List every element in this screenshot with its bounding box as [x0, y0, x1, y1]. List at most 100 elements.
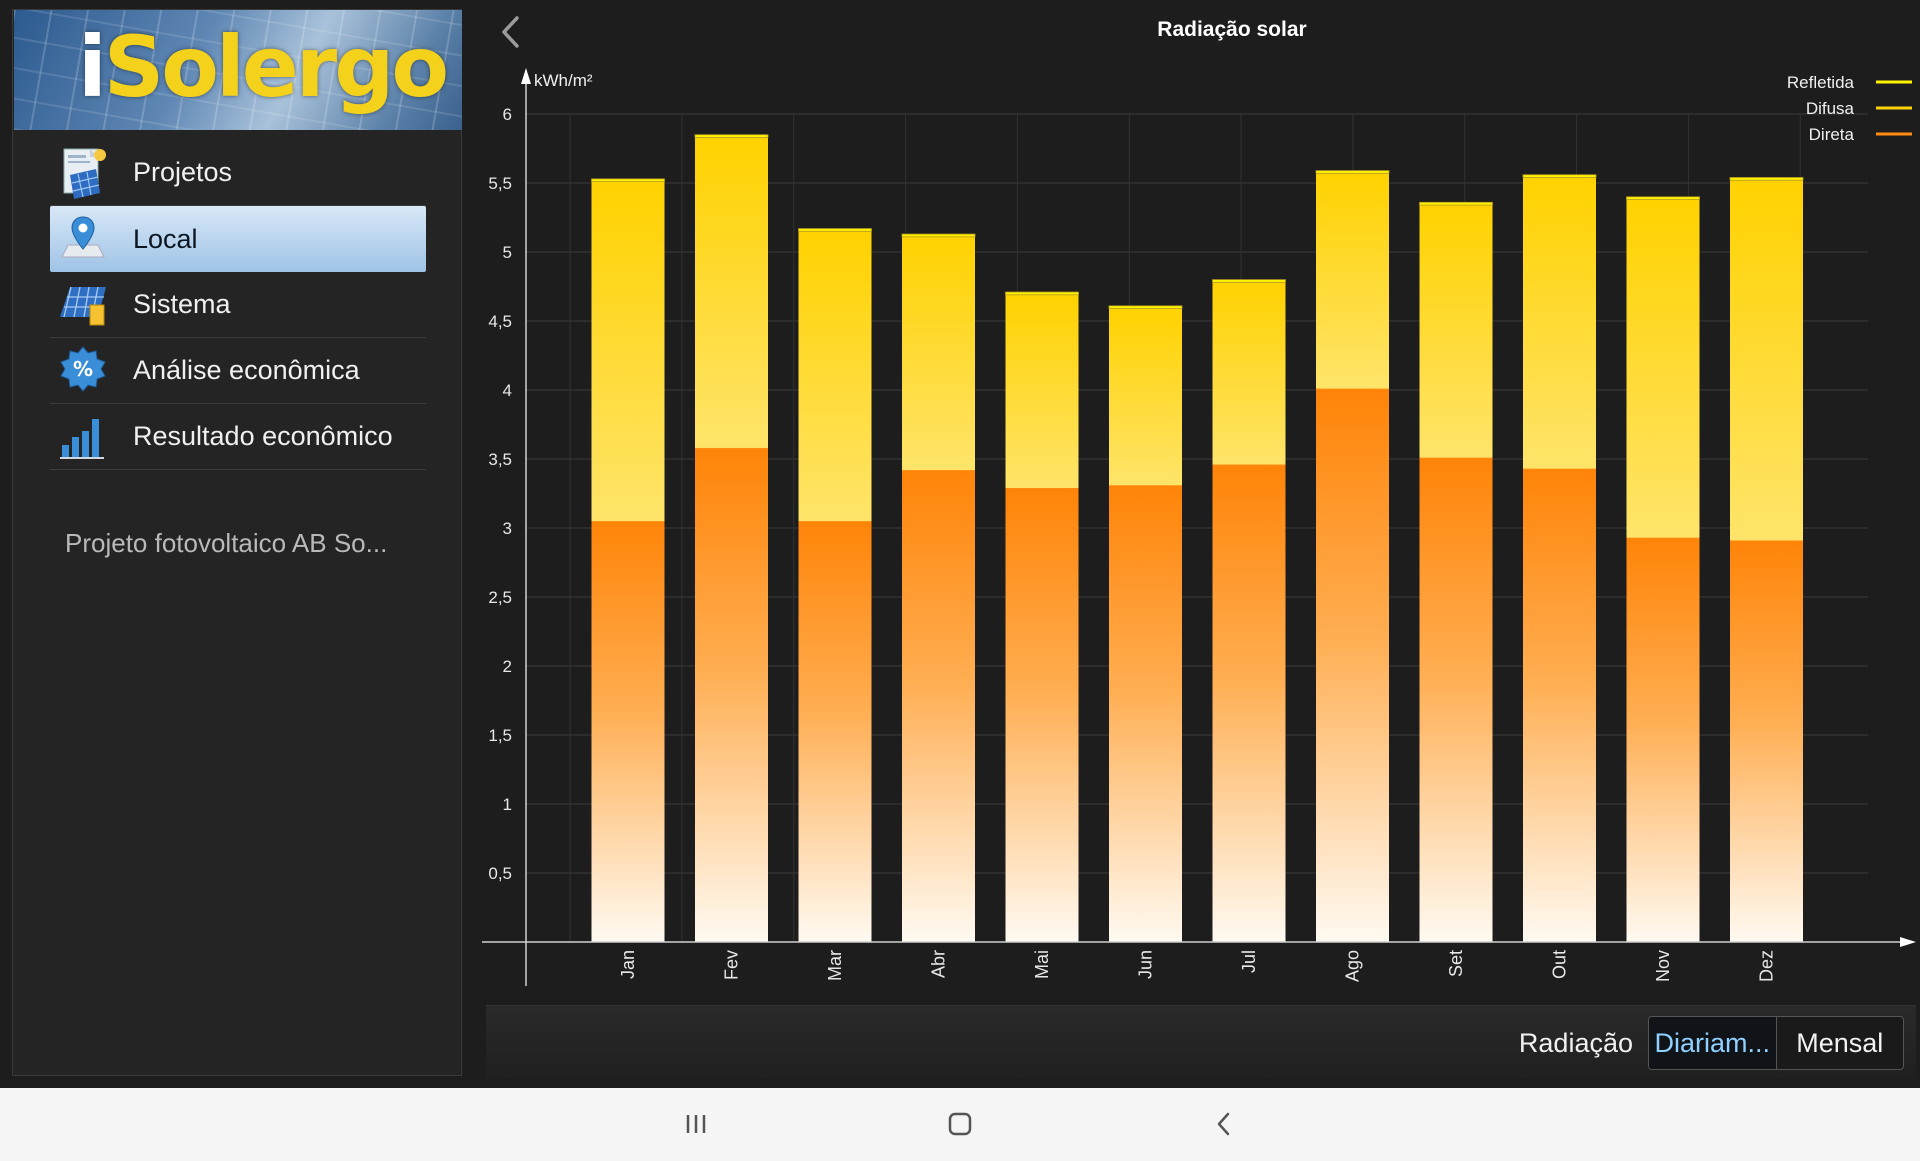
x-axis-arrow	[1900, 937, 1916, 947]
system-back-button[interactable]	[1202, 1102, 1246, 1146]
main-panel: Radiação solar	[472, 0, 1920, 1088]
chart-bars	[591, 134, 1804, 942]
chart-axes: 0,5 1 1,5 2 2,5 3 3,5 4 4,5 5 5,5 6 Jan Fev Mar Abr Mai J…	[482, 68, 1916, 986]
bar-refletida[interactable]	[591, 178, 665, 183]
y-axis-arrow	[521, 68, 531, 84]
home-button[interactable]	[938, 1102, 982, 1146]
bar-refletida[interactable]	[1626, 196, 1700, 200]
bar-refletida[interactable]	[1005, 291, 1079, 296]
bar-difusa[interactable]	[902, 236, 975, 471]
bar-direta[interactable]	[902, 470, 975, 942]
bar-direta[interactable]	[798, 521, 872, 942]
chart-legend: Refletida Difusa Direta	[1787, 73, 1912, 144]
bar-difusa[interactable]	[1523, 177, 1596, 469]
bar-refletida[interactable]	[1108, 305, 1183, 309]
bar-difusa[interactable]	[1316, 173, 1389, 389]
bar-refletida[interactable]	[1212, 279, 1286, 283]
recent-apps-button[interactable]	[674, 1102, 718, 1146]
bar-direta[interactable]	[1109, 485, 1182, 942]
back-button[interactable]	[492, 12, 532, 52]
x-tick-label: Fev	[722, 950, 742, 980]
sidebar-item-label: Projetos	[133, 157, 233, 187]
x-tick-label: Jul	[1239, 950, 1259, 973]
y-tick-label: 1,5	[488, 726, 512, 745]
y-tick-label: 5,5	[488, 174, 512, 193]
radiation-label: Radiação	[1518, 1028, 1633, 1058]
logo-text-i: i	[78, 18, 107, 116]
bar-refletida[interactable]	[798, 228, 872, 232]
y-tick-label: 0,5	[488, 864, 512, 883]
bar-direta[interactable]	[591, 521, 665, 942]
x-tick-label: Nov	[1653, 950, 1673, 982]
sidebar-item-projetos[interactable]: Projetos	[50, 140, 426, 206]
bar-direta[interactable]	[1626, 537, 1700, 942]
app-window: iSolergo Projetos	[12, 0, 1920, 1088]
bar-refletida[interactable]	[1522, 174, 1597, 178]
sidebar-item-resultado-economico[interactable]: Resultado econômico	[50, 404, 426, 470]
y-tick-label: 4	[503, 381, 512, 400]
y-tick-label: 5	[503, 243, 512, 262]
sidebar-item-label: Análise econômica	[133, 355, 360, 385]
bar-direta[interactable]	[695, 447, 768, 942]
y-tick-label: 2	[503, 657, 512, 676]
y-tick-label: 4,5	[488, 312, 512, 331]
period-segmented-control: Diariam... Mensal	[1648, 1016, 1904, 1070]
home-icon	[948, 1112, 972, 1136]
legend-label: Refletida	[1787, 73, 1855, 92]
logo-text: iSolergo	[78, 18, 449, 116]
bar-direta[interactable]	[1419, 457, 1493, 942]
segment-daily[interactable]: Diariam...	[1649, 1017, 1776, 1069]
bar-direta[interactable]	[1523, 468, 1596, 942]
bar-difusa[interactable]	[1109, 308, 1182, 486]
sidebar-item-local[interactable]: Local	[50, 206, 426, 272]
bar-difusa[interactable]	[1212, 282, 1286, 465]
x-tick-label: Out	[1550, 950, 1570, 979]
sidebar-item-analise-economica[interactable]: % Análise econômica	[50, 338, 426, 404]
logo-solar-grid-background	[14, 10, 462, 130]
bar-difusa[interactable]	[1626, 199, 1700, 538]
x-tick-label: Jun	[1136, 950, 1156, 979]
bar-difusa[interactable]	[695, 137, 768, 448]
recent-apps-icon	[686, 1115, 706, 1133]
bar-difusa[interactable]	[1419, 205, 1493, 458]
y-tick-label: 1	[503, 795, 512, 814]
android-navigation-bar	[0, 1088, 1920, 1161]
bar-direta[interactable]	[1212, 464, 1286, 942]
chevron-left-icon	[502, 16, 519, 48]
svg-text:%: %	[73, 357, 93, 381]
bar-refletida[interactable]	[1729, 177, 1804, 181]
bar-direta[interactable]	[1316, 388, 1389, 942]
legend-label: Difusa	[1806, 99, 1855, 118]
x-tick-label: Mar	[825, 950, 845, 981]
bar-chart-icon	[55, 409, 111, 465]
x-tick-label: Dez	[1757, 950, 1777, 982]
location-pin-icon	[55, 211, 111, 267]
bar-refletida[interactable]	[1419, 201, 1493, 206]
bar-direta[interactable]	[1730, 540, 1803, 942]
sidebar-item-label: Sistema	[133, 289, 231, 319]
sidebar: iSolergo Projetos	[12, 9, 462, 1076]
legend-label: Direta	[1809, 125, 1855, 144]
y-tick-label: 3,5	[488, 450, 512, 469]
bar-difusa[interactable]	[798, 231, 872, 522]
logo-text-rest: Solergo	[103, 18, 449, 116]
bar-refletida[interactable]	[1315, 170, 1390, 174]
bar-difusa[interactable]	[591, 181, 665, 522]
sidebar-menu: Projetos Local	[50, 140, 426, 470]
x-tick-label: Mai	[1032, 950, 1052, 979]
bar-difusa[interactable]	[1005, 294, 1079, 488]
x-tick-label: Jan	[618, 950, 638, 979]
bar-direta[interactable]	[1005, 487, 1079, 942]
bar-refletida[interactable]	[901, 233, 976, 238]
projects-document-icon	[55, 145, 111, 201]
y-tick-label: 2,5	[488, 588, 512, 607]
app-logo: iSolergo	[14, 10, 462, 130]
sidebar-item-sistema[interactable]: Sistema	[50, 272, 426, 338]
segment-monthly[interactable]: Mensal	[1775, 1017, 1904, 1069]
chart: 0,5 1 1,5 2 2,5 3 3,5 4 4,5 5 5,5 6 Jan Fev Mar Abr Mai J…	[482, 68, 1916, 986]
x-tick-label: Set	[1446, 950, 1466, 977]
sidebar-item-label: Resultado econômico	[133, 421, 393, 451]
chart-title: Radiação solar	[1157, 18, 1307, 41]
bar-refletida[interactable]	[694, 134, 769, 138]
bar-difusa[interactable]	[1730, 180, 1803, 541]
